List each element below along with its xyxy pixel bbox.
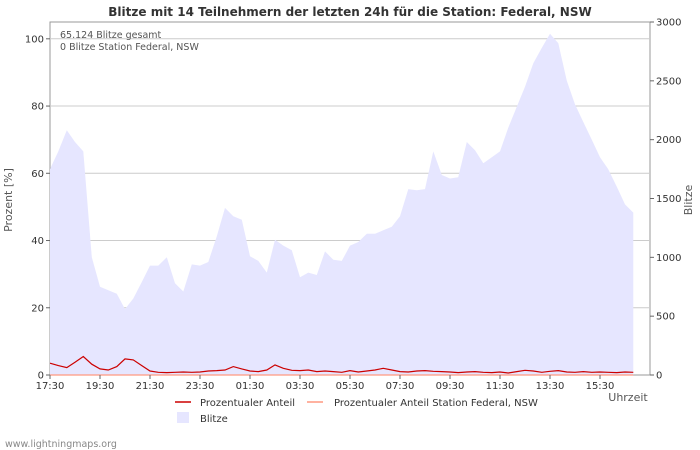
right-tick-label: 1500: [656, 194, 681, 205]
left-tick-label: 0: [38, 371, 44, 382]
blitze-area: [50, 33, 634, 376]
prozentualer-anteil-line: [49, 355, 634, 374]
x-tick-label: 21:30: [136, 381, 165, 392]
annotation-total: 65.124 Blitze gesamt: [60, 30, 162, 41]
right-tick-label: 3000: [656, 18, 681, 29]
x-tick-label: 19:30: [86, 381, 115, 392]
x-tick-label: 11:30: [486, 381, 515, 392]
y-axis-right-label: Blitze: [682, 185, 695, 216]
footer-credit[interactable]: www.lightningmaps.org: [5, 439, 117, 450]
right-tick-label: 0: [656, 371, 662, 382]
left-axis-ticks: 0 20 40 60 80 100: [25, 34, 50, 382]
right-tick-label: 1000: [656, 253, 681, 264]
x-tick-label: 23:30: [186, 381, 215, 392]
x-tick-label: 05:30: [336, 381, 365, 392]
legend-label-station: Prozentualer Anteil Station Federal, NSW: [334, 398, 538, 409]
x-tick-label: 01:30: [236, 381, 265, 392]
legend-label-blitze: Blitze: [200, 414, 228, 425]
percentage-lines-layer: [49, 355, 634, 376]
x-tick-label: 13:30: [536, 381, 565, 392]
right-tick-label: 500: [656, 312, 675, 323]
left-tick-label: 20: [31, 303, 44, 314]
y-axis-left-label: Prozent [%]: [2, 168, 15, 232]
legend-label-prozentualer-anteil: Prozentualer Anteil: [200, 398, 295, 409]
x-tick-label: 07:30: [386, 381, 415, 392]
right-tick-label: 2000: [656, 135, 681, 146]
x-tick-label: 03:30: [286, 381, 315, 392]
left-tick-label: 80: [31, 102, 44, 113]
chart-title: Blitze mit 14 Teilnehmern der letzten 24…: [108, 5, 591, 19]
right-axis-ticks: 0 500 1000 1500 2000 2500 3000: [650, 18, 681, 382]
right-tick-label: 2500: [656, 76, 681, 87]
annotation-station: 0 Blitze Station Federal, NSW: [60, 42, 199, 53]
legend-swatch-blitze: [177, 412, 189, 423]
left-tick-label: 60: [31, 169, 44, 180]
x-axis-label: Uhrzeit: [608, 391, 648, 404]
left-tick-label: 100: [25, 34, 44, 45]
left-tick-label: 40: [31, 236, 44, 247]
x-tick-label: 17:30: [36, 381, 65, 392]
x-tick-label: 15:30: [586, 381, 615, 392]
legend: Prozentualer Anteil Prozentualer Anteil …: [175, 398, 538, 425]
x-axis-ticks: 17:30 19:30 21:30 23:30 01:30 03:30 05:30 07:30…: [36, 375, 615, 392]
blitze-area-layer: [50, 33, 634, 376]
x-tick-label: 09:30: [436, 381, 465, 392]
